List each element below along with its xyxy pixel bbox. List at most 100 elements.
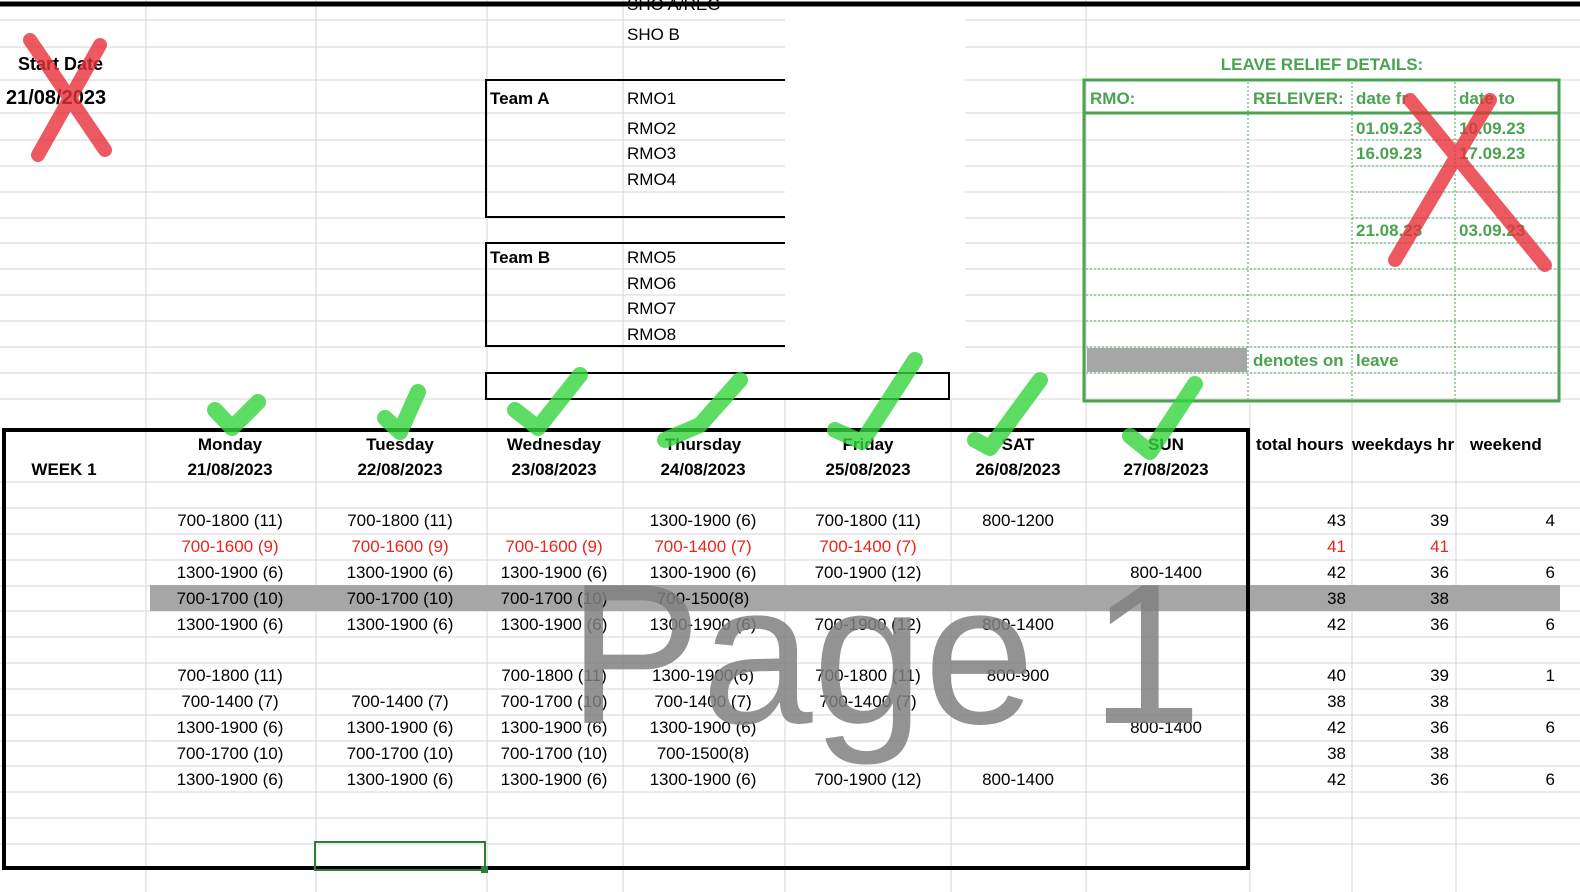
shift-cell[interactable]: 700-1800 (11) — [177, 666, 283, 685]
weekend-hr-cell[interactable]: 6 — [1545, 770, 1555, 789]
weekdays-hr-cell[interactable]: 36 — [1430, 563, 1449, 582]
total-hours-cell[interactable]: 42 — [1327, 615, 1346, 634]
leave-date-from[interactable]: 21.08.23 — [1356, 221, 1423, 240]
shift-cell[interactable]: 700-1700 (10) — [500, 589, 608, 608]
leave-date-from[interactable]: 01.09.23 — [1356, 119, 1423, 138]
day-date-header[interactable]: 21/08/2023 — [187, 460, 273, 479]
shift-cell[interactable]: 1300-1900 (6) — [176, 718, 284, 737]
shift-cell[interactable]: 700-1600 (9) — [351, 537, 449, 556]
day-name-header[interactable]: Thursday — [664, 435, 742, 454]
shift-cell[interactable]: 1300-1900 (6) — [649, 615, 757, 634]
shift-cell[interactable]: 1300-1900 (6) — [500, 563, 608, 582]
team-a-member[interactable]: RMO1 — [627, 89, 677, 108]
shift-cell[interactable]: 700-1800 (11) — [815, 666, 921, 685]
weekdays-hr-cell[interactable]: 39 — [1430, 511, 1449, 530]
shift-cell[interactable]: 700-1800 (11) — [347, 511, 453, 530]
week-label[interactable]: WEEK 1 — [31, 460, 97, 479]
day-date-header[interactable]: 23/08/2023 — [511, 460, 597, 479]
leave-header-rmo[interactable]: RMO: — [1090, 89, 1136, 108]
weekdays-hr-cell[interactable]: 38 — [1430, 744, 1449, 763]
weekdays-hr-cell[interactable]: 36 — [1430, 615, 1449, 634]
day-name-header[interactable]: SUN — [1148, 435, 1184, 454]
total-hours-cell[interactable]: 40 — [1327, 666, 1346, 685]
shift-cell[interactable]: 700-1400 (7) — [819, 537, 917, 556]
shift-cell[interactable]: 1300-1900 (6) — [649, 511, 757, 530]
leave-date-from[interactable]: 16.09.23 — [1356, 144, 1423, 163]
shift-cell[interactable]: 1300-1900 (6) — [500, 718, 608, 737]
team-a-label[interactable]: Team A — [490, 89, 550, 108]
shift-cell[interactable]: 700-1900 (12) — [814, 563, 922, 582]
leave-legend-text[interactable]: leave — [1356, 351, 1399, 370]
shift-cell[interactable]: 700-1900 (12) — [814, 770, 922, 789]
shift-cell[interactable]: 700-1400 (7) — [654, 692, 752, 711]
total-hours-cell[interactable]: 42 — [1327, 770, 1346, 789]
selected-cell[interactable] — [314, 841, 486, 871]
total-hours-cell[interactable]: 38 — [1327, 589, 1346, 608]
total-hours-header[interactable]: total hours — [1256, 435, 1344, 454]
day-name-header[interactable]: Monday — [197, 435, 263, 454]
shift-cell[interactable]: 700-1900 (12) — [814, 615, 922, 634]
day-date-header[interactable]: 27/08/2023 — [1123, 460, 1209, 479]
weekdays-hr-cell[interactable]: 38 — [1430, 589, 1449, 608]
total-hours-cell[interactable]: 42 — [1327, 718, 1346, 737]
day-date-header[interactable]: 24/08/2023 — [660, 460, 746, 479]
shift-cell[interactable]: 1300-1900 (6) — [500, 770, 608, 789]
shift-cell[interactable]: 700-1700 (10) — [346, 589, 454, 608]
total-hours-cell[interactable]: 38 — [1327, 744, 1346, 763]
leave-legend-text[interactable]: denotes on — [1253, 351, 1344, 370]
weekend-hr-cell[interactable]: 4 — [1545, 511, 1555, 530]
day-name-header[interactable]: Tuesday — [366, 435, 434, 454]
team-b-member[interactable]: RMO7 — [627, 299, 677, 318]
shift-cell[interactable]: 1300-1900 (6) — [346, 615, 454, 634]
shift-cell[interactable]: 1300-1900 (6) — [346, 770, 454, 789]
total-hours-cell[interactable]: 43 — [1327, 511, 1346, 530]
shift-cell[interactable]: 800-900 — [986, 666, 1050, 685]
shift-cell[interactable]: 700-1400 (7) — [181, 692, 279, 711]
day-date-header[interactable]: 22/08/2023 — [357, 460, 443, 479]
team-b-member[interactable]: RMO8 — [627, 325, 677, 344]
day-name-header[interactable]: SAT — [1001, 435, 1035, 454]
shift-cell[interactable]: 800-1400 — [982, 615, 1054, 634]
weekend-header[interactable]: weekend — [1470, 435, 1542, 454]
shift-cell[interactable]: 700-1400 (7) — [351, 692, 449, 711]
shift-cell[interactable]: 700-1800 (11) — [177, 511, 283, 530]
weekend-hr-cell[interactable]: 6 — [1545, 563, 1555, 582]
weekdays-hr-cell[interactable]: 39 — [1430, 666, 1449, 685]
shift-cell[interactable]: 700-1700 (10) — [500, 692, 608, 711]
weekend-hr-cell[interactable]: 1 — [1545, 666, 1555, 685]
day-date-header[interactable]: 26/08/2023 — [975, 460, 1061, 479]
empty-bordered-range[interactable] — [485, 372, 950, 400]
sho-b-cell[interactable]: SHO B — [627, 25, 680, 44]
shift-cell[interactable]: 1300-1900 (6) — [649, 718, 757, 737]
shift-cell[interactable]: 700-1400 (7) — [819, 692, 917, 711]
weekdays-hr-cell[interactable]: 36 — [1430, 718, 1449, 737]
day-name-header[interactable]: Wednesday — [506, 435, 602, 454]
total-hours-cell[interactable]: 42 — [1327, 563, 1346, 582]
leave-header-date-to[interactable]: date to — [1459, 89, 1515, 108]
shift-cell[interactable]: 1300-1900 (6) — [176, 615, 284, 634]
shift-cell[interactable]: 700-1800 (11) — [815, 511, 921, 530]
team-b-label[interactable]: Team B — [490, 248, 551, 267]
sho-a-reg-cell[interactable]: SHO A/REG — [627, 0, 721, 14]
weekend-hr-cell[interactable]: 6 — [1545, 718, 1555, 737]
shift-cell[interactable]: 700-1700 (10) — [346, 744, 454, 763]
leave-header-releiver[interactable]: RELEIVER: — [1253, 89, 1344, 108]
shift-cell[interactable]: 700-1700 (10) — [176, 744, 284, 763]
start-date-value[interactable]: 21/08/2023 — [6, 87, 107, 109]
shift-cell[interactable]: 800-1400 — [1130, 563, 1202, 582]
leave-date-to[interactable]: 10.09.23 — [1459, 119, 1526, 138]
shift-cell[interactable]: 1300-1900 (6) — [649, 563, 757, 582]
fill-handle[interactable] — [481, 866, 488, 873]
leave-date-to[interactable]: 03.09.23 — [1459, 221, 1526, 240]
leave-header-date-from[interactable]: date fr — [1356, 89, 1408, 108]
shift-cell[interactable]: 1300-1900 (6) — [346, 563, 454, 582]
team-a-member[interactable]: RMO3 — [627, 144, 677, 163]
shift-cell[interactable]: 1300-1900 (6) — [176, 770, 284, 789]
shift-cell[interactable]: 1300-1900 (6) — [346, 718, 454, 737]
weekdays-hr-header[interactable]: weekdays hr — [1352, 435, 1455, 454]
team-b-member[interactable]: RMO6 — [627, 274, 677, 293]
weekend-hr-cell[interactable]: 6 — [1545, 615, 1555, 634]
team-a-member[interactable]: RMO2 — [627, 119, 677, 138]
team-b-member[interactable]: RMO5 — [627, 248, 677, 267]
day-date-header[interactable]: 25/08/2023 — [825, 460, 911, 479]
